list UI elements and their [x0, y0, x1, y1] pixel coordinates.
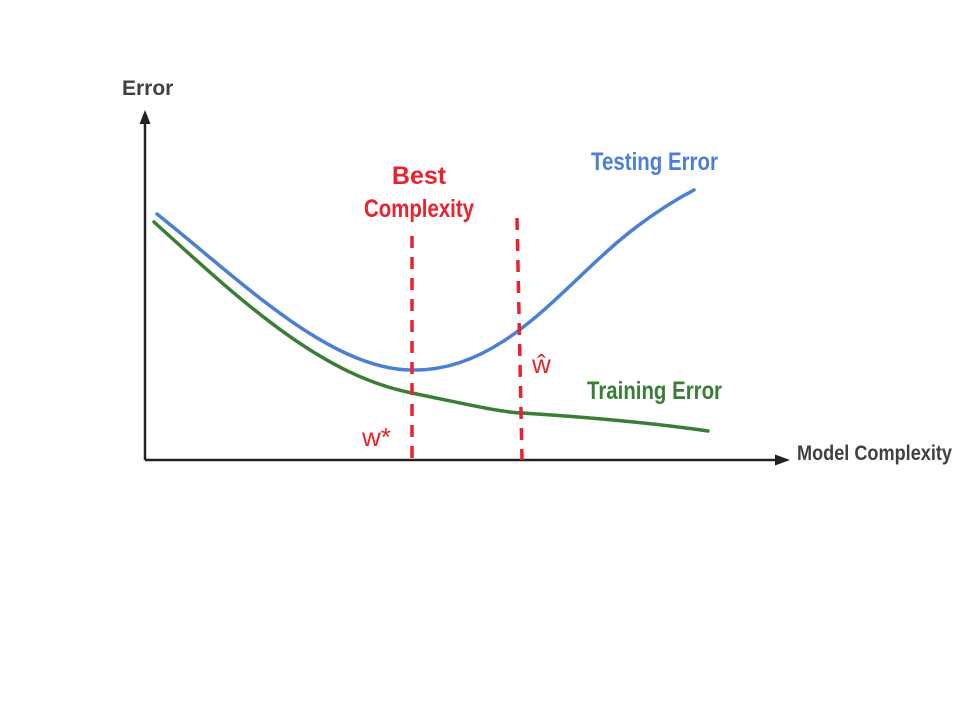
y-axis-label: Error	[122, 77, 173, 100]
x-axis-arrowhead	[775, 454, 790, 466]
axes	[139, 110, 790, 466]
best-complexity-title-line1: Best	[392, 162, 447, 190]
y-axis-arrowhead	[139, 110, 151, 124]
testing-error-label: Testing Error	[591, 148, 718, 176]
w-hat-label: ŵ	[531, 349, 551, 379]
w-hat-dashed-line	[515, 217, 524, 461]
training-error-curve	[152, 220, 710, 433]
best-complexity-title-line2: Complexity	[364, 195, 474, 223]
training-error-label: Training Error	[587, 377, 722, 405]
testing-error-curve	[155, 188, 696, 372]
w-star-label: w*	[361, 422, 391, 452]
x-axis-label: Model Complexity	[797, 442, 952, 465]
